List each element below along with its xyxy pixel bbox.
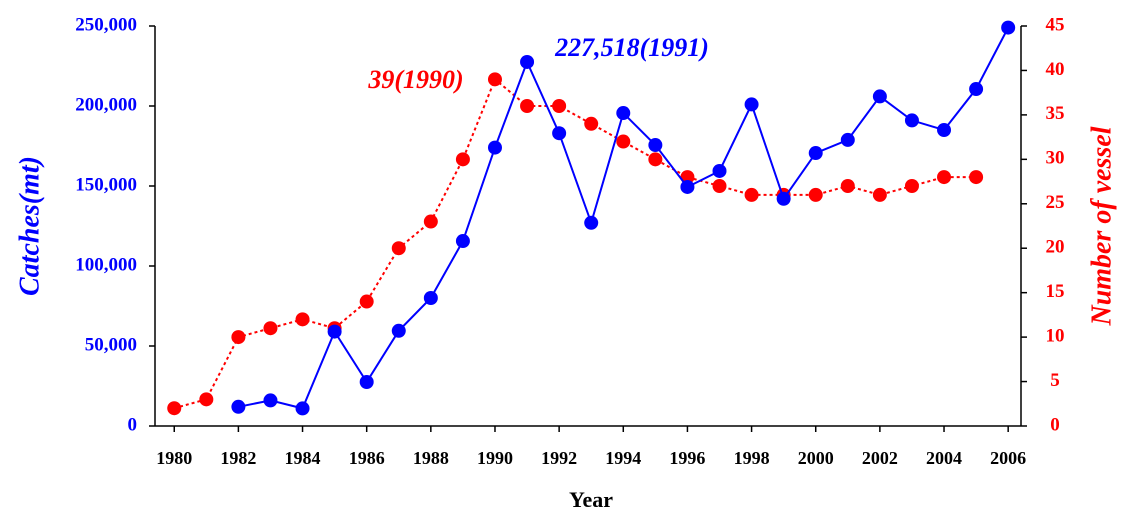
point	[359, 375, 374, 389]
point	[808, 146, 823, 161]
x-tick-label: 1980	[156, 448, 192, 468]
point	[680, 170, 695, 185]
y2-tick-label: 45	[1046, 14, 1065, 35]
point	[391, 323, 406, 338]
point	[776, 191, 791, 206]
point	[904, 113, 919, 128]
point	[937, 123, 952, 137]
point	[584, 116, 599, 131]
point	[263, 393, 278, 408]
point	[295, 312, 310, 327]
x-axis-title: Year	[569, 487, 613, 512]
point	[263, 321, 278, 336]
point	[616, 106, 631, 121]
point	[872, 187, 887, 202]
point	[487, 140, 502, 155]
x-tick-label: 1984	[285, 448, 321, 468]
y2-tick-label: 10	[1046, 325, 1065, 346]
x-tick-label: 2004	[926, 448, 962, 468]
point	[872, 89, 887, 104]
y2-tick-label: 15	[1046, 281, 1065, 302]
point	[1001, 20, 1016, 35]
point	[904, 179, 919, 193]
y2-tick-label: 35	[1046, 103, 1065, 124]
y-tick-label: 50,000	[85, 334, 137, 355]
point	[520, 54, 535, 69]
y-tick-label: 0	[128, 414, 138, 435]
point	[840, 132, 855, 147]
x-tick-label: 1992	[541, 448, 577, 468]
x-tick-label: 1996	[669, 448, 705, 468]
point	[423, 214, 438, 229]
x-tick-label: 2006	[990, 448, 1026, 468]
x-tick-label: 2002	[862, 448, 898, 468]
y-axis-title: Catches(mt)	[14, 156, 45, 296]
y-tick-label: 100,000	[75, 254, 137, 275]
point	[648, 138, 663, 153]
point	[391, 241, 406, 256]
point	[584, 215, 599, 230]
point	[648, 152, 663, 167]
point	[167, 401, 182, 416]
point	[552, 99, 567, 113]
point	[937, 170, 952, 185]
point	[231, 399, 246, 414]
x-tick-label: 1994	[605, 448, 641, 468]
annotation: 227,518(1991)	[554, 33, 709, 62]
point	[680, 179, 695, 194]
y2-tick-label: 25	[1046, 192, 1065, 213]
y2-axis-title: Number of vessel	[1086, 126, 1117, 326]
point	[327, 324, 342, 339]
y2-tick-label: 20	[1046, 237, 1065, 258]
point	[744, 187, 759, 202]
point	[455, 234, 470, 249]
y2-tick-label: 5	[1050, 370, 1060, 391]
y-tick-label: 250,000	[75, 14, 137, 35]
x-tick-label: 1988	[413, 448, 449, 468]
series-line	[238, 27, 1010, 410]
point	[359, 294, 374, 309]
x-tick-label: 2000	[798, 448, 834, 468]
point	[808, 187, 823, 202]
point	[487, 72, 502, 87]
y2-tick-label: 0	[1050, 414, 1060, 435]
y-tick-label: 200,000	[75, 94, 137, 115]
y2-tick-label: 30	[1046, 148, 1065, 169]
y-tick-label: 150,000	[75, 174, 137, 195]
point	[423, 291, 438, 305]
point	[455, 152, 470, 167]
point	[295, 401, 310, 416]
point	[712, 163, 727, 178]
point	[969, 170, 984, 185]
x-tick-label: 1998	[734, 448, 770, 468]
point	[969, 82, 984, 97]
x-tick-label: 1990	[477, 448, 513, 468]
point	[199, 392, 214, 407]
point	[840, 179, 855, 193]
point	[552, 126, 567, 141]
point	[520, 99, 535, 113]
x-tick-label: 1982	[220, 448, 256, 468]
y2-tick-label: 40	[1046, 59, 1065, 80]
point	[231, 330, 246, 345]
point	[616, 134, 631, 149]
annotation: 39(1990)	[367, 65, 463, 94]
point	[712, 179, 727, 193]
point	[744, 97, 759, 112]
x-tick-label: 1986	[349, 448, 385, 468]
